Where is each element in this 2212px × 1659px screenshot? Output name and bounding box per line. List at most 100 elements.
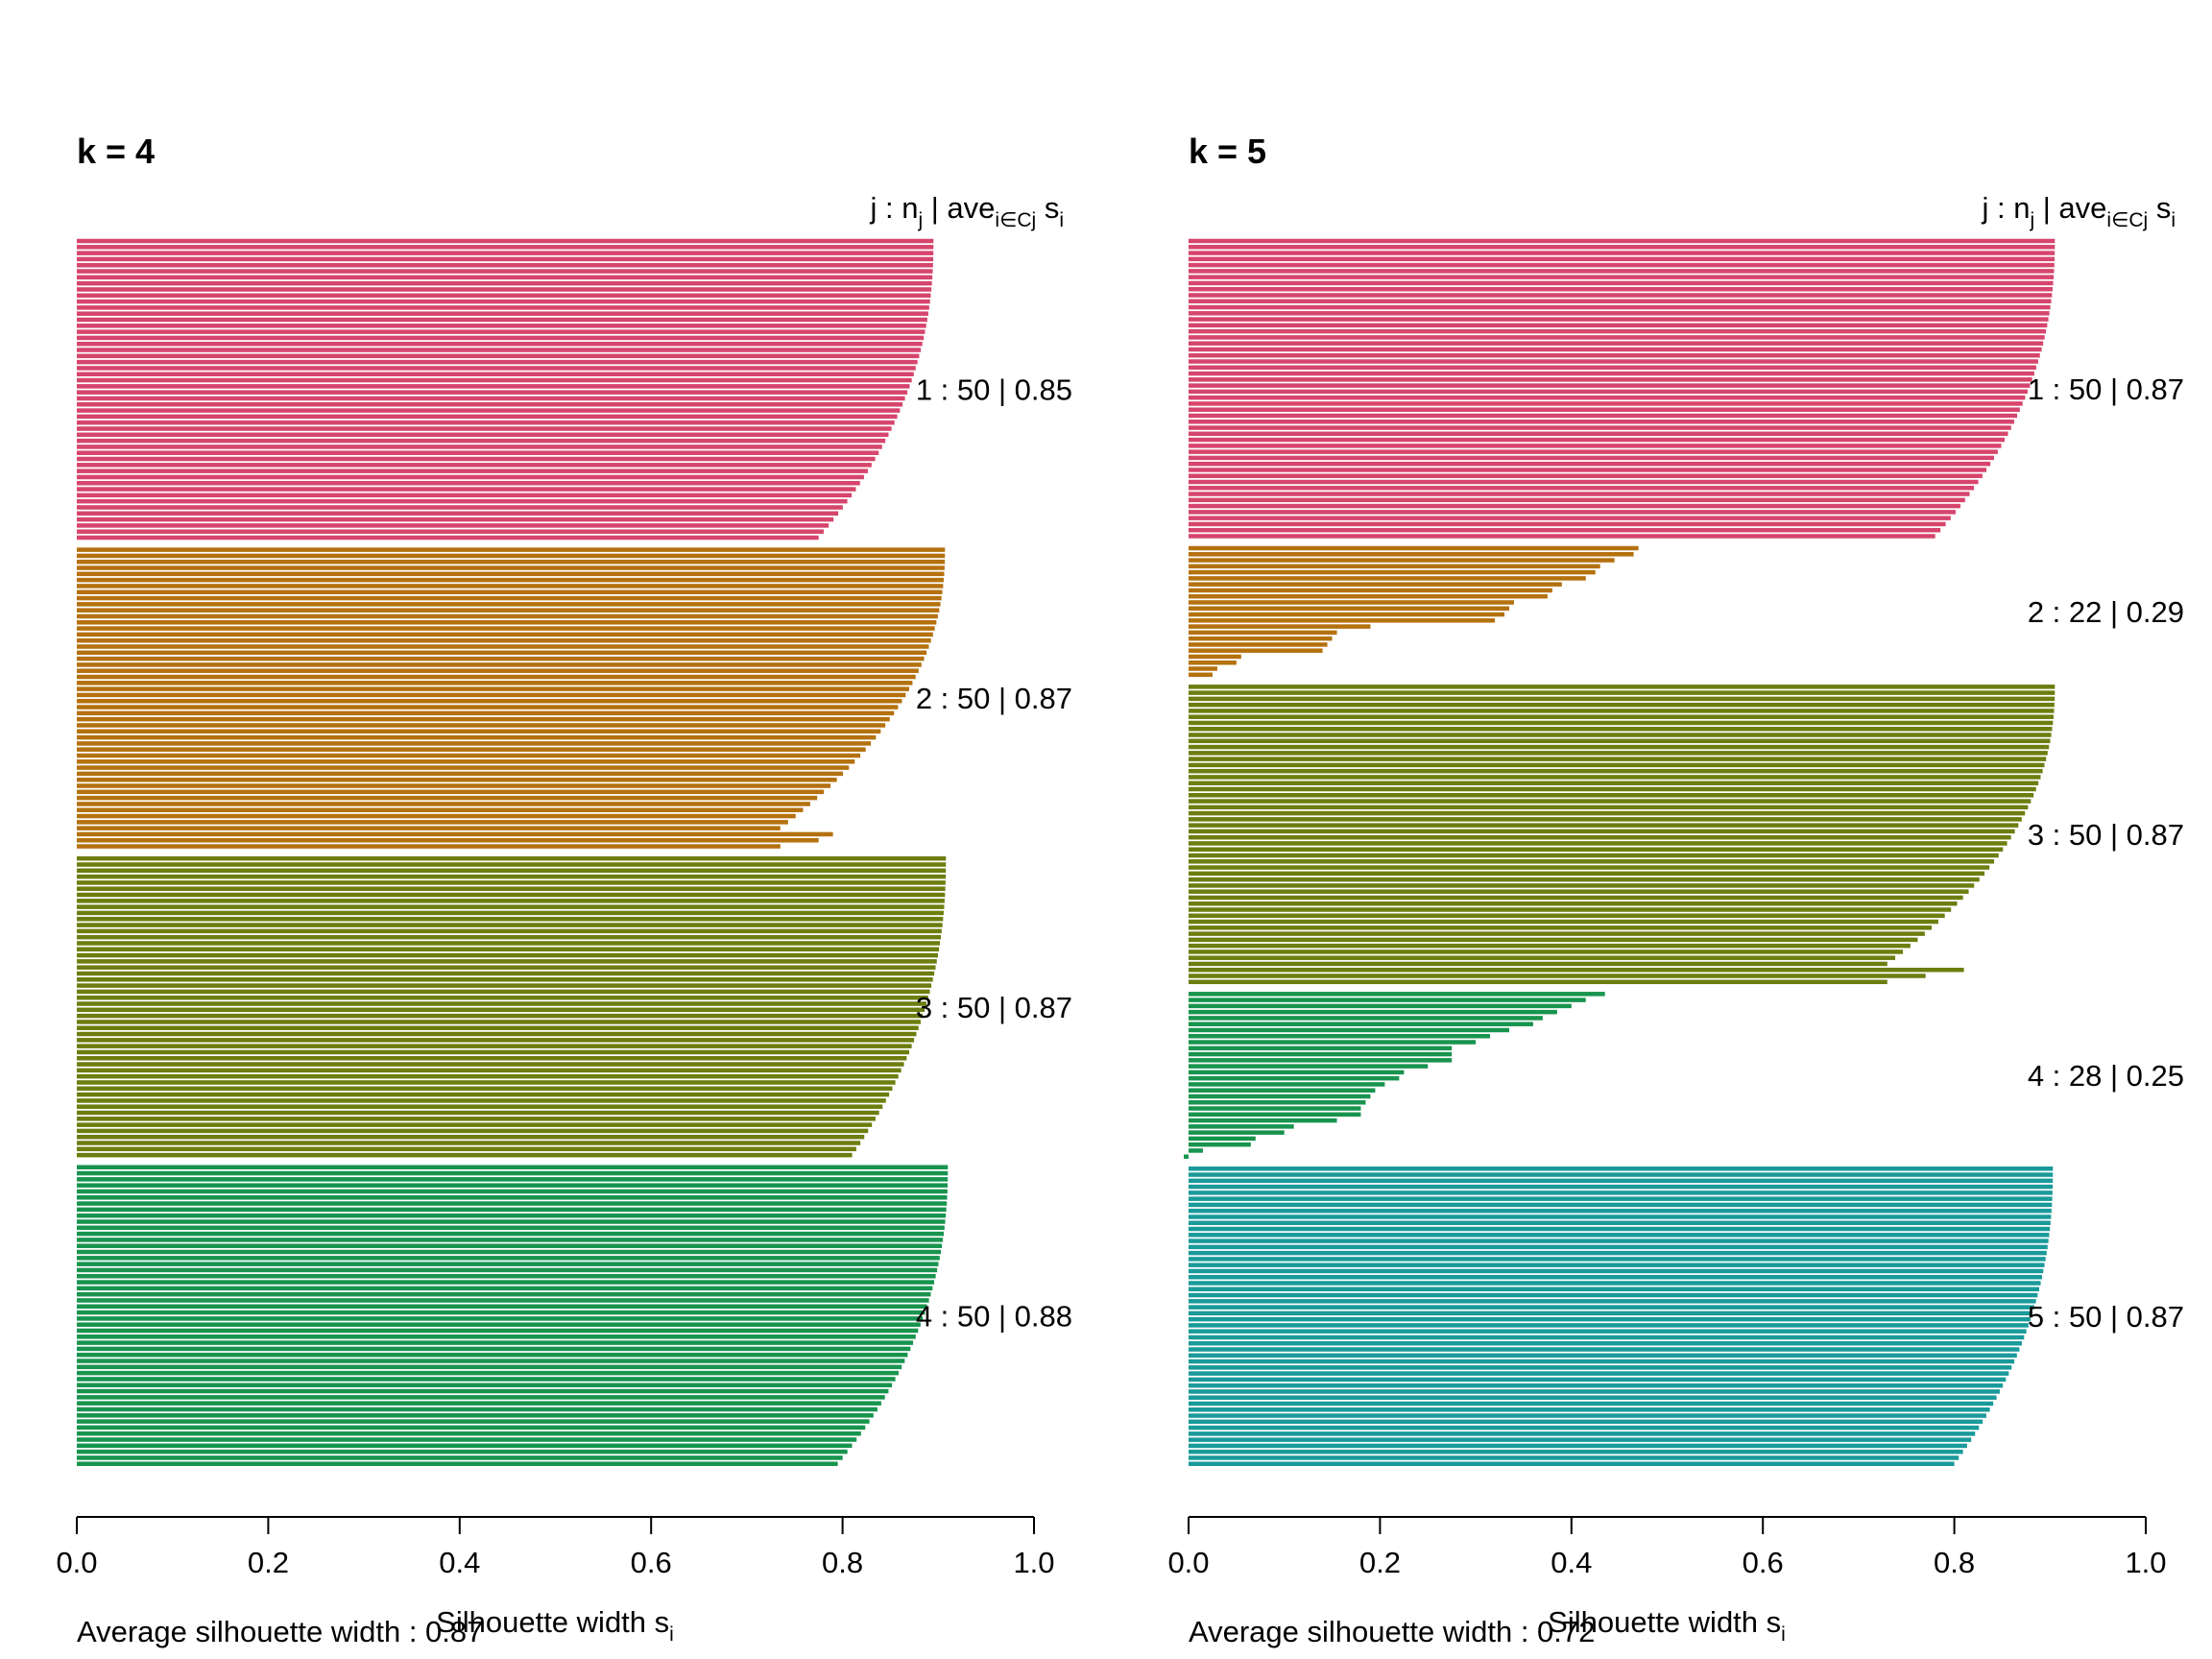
- column-header: j : nj | avei∈Cj si: [869, 191, 1064, 231]
- silhouette-bar-c3-39: [1189, 913, 1945, 919]
- silhouette-bar-c4-41: [77, 1407, 878, 1412]
- silhouette-bar-c5-1: [1189, 1166, 2054, 1171]
- silhouette-bar-c2-16: [1189, 636, 1333, 641]
- silhouette-bar-c1-38: [1189, 461, 1991, 467]
- silhouette-bar-c3-45: [77, 1122, 873, 1127]
- silhouette-bar-c3-10: [1189, 738, 2051, 744]
- silhouette-bar-c1-26: [1189, 389, 2028, 395]
- silhouette-bar-c4-34: [77, 1364, 902, 1370]
- silhouette-bar-c4-49: [77, 1455, 843, 1460]
- silhouette-bar-c5-44: [1189, 1425, 1980, 1431]
- silhouette-bar-c3-50: [1189, 979, 1887, 985]
- silhouette-bar-c3-19: [1189, 793, 2034, 798]
- silhouette-bar-c3-31: [1189, 865, 1990, 870]
- silhouette-bar-c2-9: [77, 595, 942, 601]
- silhouette-bar-c2-19: [1189, 654, 1241, 660]
- silhouette-bar-c3-16: [77, 947, 940, 952]
- silhouette-bar-c1-17: [77, 335, 925, 341]
- silhouette-bar-c3-21: [77, 977, 933, 982]
- silhouette-bar-c3-18: [1189, 786, 2036, 792]
- silhouette-bar-c4-10: [77, 1219, 946, 1224]
- silhouette-bar-c1-42: [77, 487, 856, 492]
- silhouette-bar-c1-18: [77, 341, 923, 347]
- silhouette-bar-c2-39: [77, 777, 837, 782]
- silhouette-bar-c3-11: [77, 916, 944, 922]
- silhouette-bar-c4-4: [1189, 1009, 1557, 1015]
- silhouette-bar-c4-25: [1189, 1136, 1256, 1142]
- silhouette-bar-c1-3: [77, 251, 934, 255]
- silhouette-bar-c1-35: [1189, 444, 2002, 448]
- silhouette-bar-c1-7: [1189, 275, 2055, 279]
- silhouette-bar-c1-33: [77, 432, 889, 438]
- silhouette-bar-c3-46: [1189, 955, 1896, 960]
- silhouette-bar-c3-11: [1189, 744, 2050, 750]
- silhouette-bar-c2-17: [77, 644, 929, 649]
- silhouette-bar-c4-22: [77, 1291, 931, 1297]
- silhouette-bar-c2-50: [77, 844, 781, 849]
- silhouette-bar-c3-10: [77, 910, 944, 916]
- silhouette-bar-c2-10: [1189, 600, 1514, 605]
- column-header: j : nj | avei∈Cj si: [1981, 191, 2176, 231]
- silhouette-bar-c1-12: [77, 305, 929, 310]
- silhouette-bar-c2-12: [77, 613, 938, 619]
- silhouette-bar-c3-20: [1189, 799, 2032, 804]
- silhouette-bar-c4-2: [1189, 998, 1586, 1002]
- silhouette-bar-c3-49: [1189, 974, 1926, 978]
- silhouette-bar-c2-1: [1189, 545, 1639, 551]
- silhouette-bar-c3-38: [1189, 907, 1952, 912]
- silhouette-bar-c3-7: [77, 892, 946, 898]
- silhouette-bar-c4-11: [77, 1225, 945, 1231]
- silhouette-bar-c1-7: [77, 275, 933, 280]
- x-tick-label: 0.2: [248, 1546, 289, 1579]
- silhouette-bar-c1-25: [77, 384, 910, 389]
- silhouette-bar-c2-49: [77, 837, 819, 843]
- silhouette-bar-c1-32: [1189, 425, 2011, 430]
- silhouette-bar-c3-18: [77, 959, 937, 964]
- silhouette-bar-c1-14: [77, 317, 927, 323]
- cluster-label-3: 3 : 50 | 0.87: [916, 991, 1072, 1024]
- silhouette-bar-c1-12: [1189, 304, 2051, 310]
- silhouette-bar-c2-2: [1189, 552, 1634, 557]
- silhouette-bar-c1-41: [1189, 479, 1979, 485]
- silhouette-bar-c3-14: [1189, 762, 2045, 768]
- x-tick-label: 0.0: [56, 1546, 97, 1579]
- x-axis-label: Silhouette width si: [436, 1605, 674, 1646]
- silhouette-bar-c1-3: [1189, 251, 2056, 255]
- silhouette-bar-c3-2: [77, 862, 947, 867]
- silhouette-bar-c2-47: [77, 826, 781, 830]
- silhouette-bar-c4-12: [77, 1231, 944, 1237]
- silhouette-bar-c5-24: [1189, 1305, 2034, 1310]
- silhouette-bar-c4-30: [77, 1340, 914, 1345]
- silhouette-bar-c2-29: [77, 716, 890, 722]
- silhouette-bar-c4-19: [77, 1273, 936, 1279]
- silhouette-bar-c3-6: [1189, 714, 2054, 719]
- silhouette-bar-c1-32: [77, 426, 892, 431]
- silhouette-bar-c2-32: [77, 734, 877, 740]
- silhouette-bar-c1-2: [77, 245, 934, 250]
- silhouette-bar-c3-28: [1189, 847, 2004, 852]
- silhouette-bar-c4-21: [77, 1286, 933, 1291]
- silhouette-bar-c1-47: [1189, 516, 1951, 520]
- silhouette-bar-c4-17: [77, 1262, 939, 1266]
- silhouette-bar-c2-37: [77, 765, 850, 770]
- silhouette-bar-c3-1: [77, 855, 947, 861]
- silhouette-bar-c2-27: [77, 705, 899, 709]
- silhouette-bar-c4-18: [1189, 1094, 1371, 1099]
- silhouette-bar-c1-22: [1189, 365, 2036, 371]
- cluster-label-2: 2 : 50 | 0.87: [916, 682, 1072, 715]
- silhouette-bar-c1-4: [1189, 256, 2056, 262]
- silhouette-bar-c4-13: [77, 1238, 944, 1242]
- silhouette-bar-c2-21: [1189, 666, 1217, 671]
- silhouette-bar-c3-28: [77, 1020, 921, 1024]
- silhouette-bar-c2-43: [77, 802, 810, 806]
- silhouette-bar-c4-5: [1189, 1016, 1543, 1021]
- silhouette-bar-c2-4: [1189, 564, 1600, 569]
- silhouette-bar-c3-30: [77, 1031, 917, 1037]
- silhouette-bar-c3-38: [77, 1080, 896, 1085]
- silhouette-bar-c2-22: [1189, 672, 1213, 678]
- silhouette-bar-c5-21: [1189, 1286, 2039, 1292]
- silhouette-bar-c3-8: [1189, 726, 2053, 732]
- silhouette-bar-c4-16: [1189, 1082, 1385, 1087]
- silhouette-bar-c2-15: [1189, 630, 1337, 636]
- silhouette-bar-c2-8: [1189, 588, 1552, 593]
